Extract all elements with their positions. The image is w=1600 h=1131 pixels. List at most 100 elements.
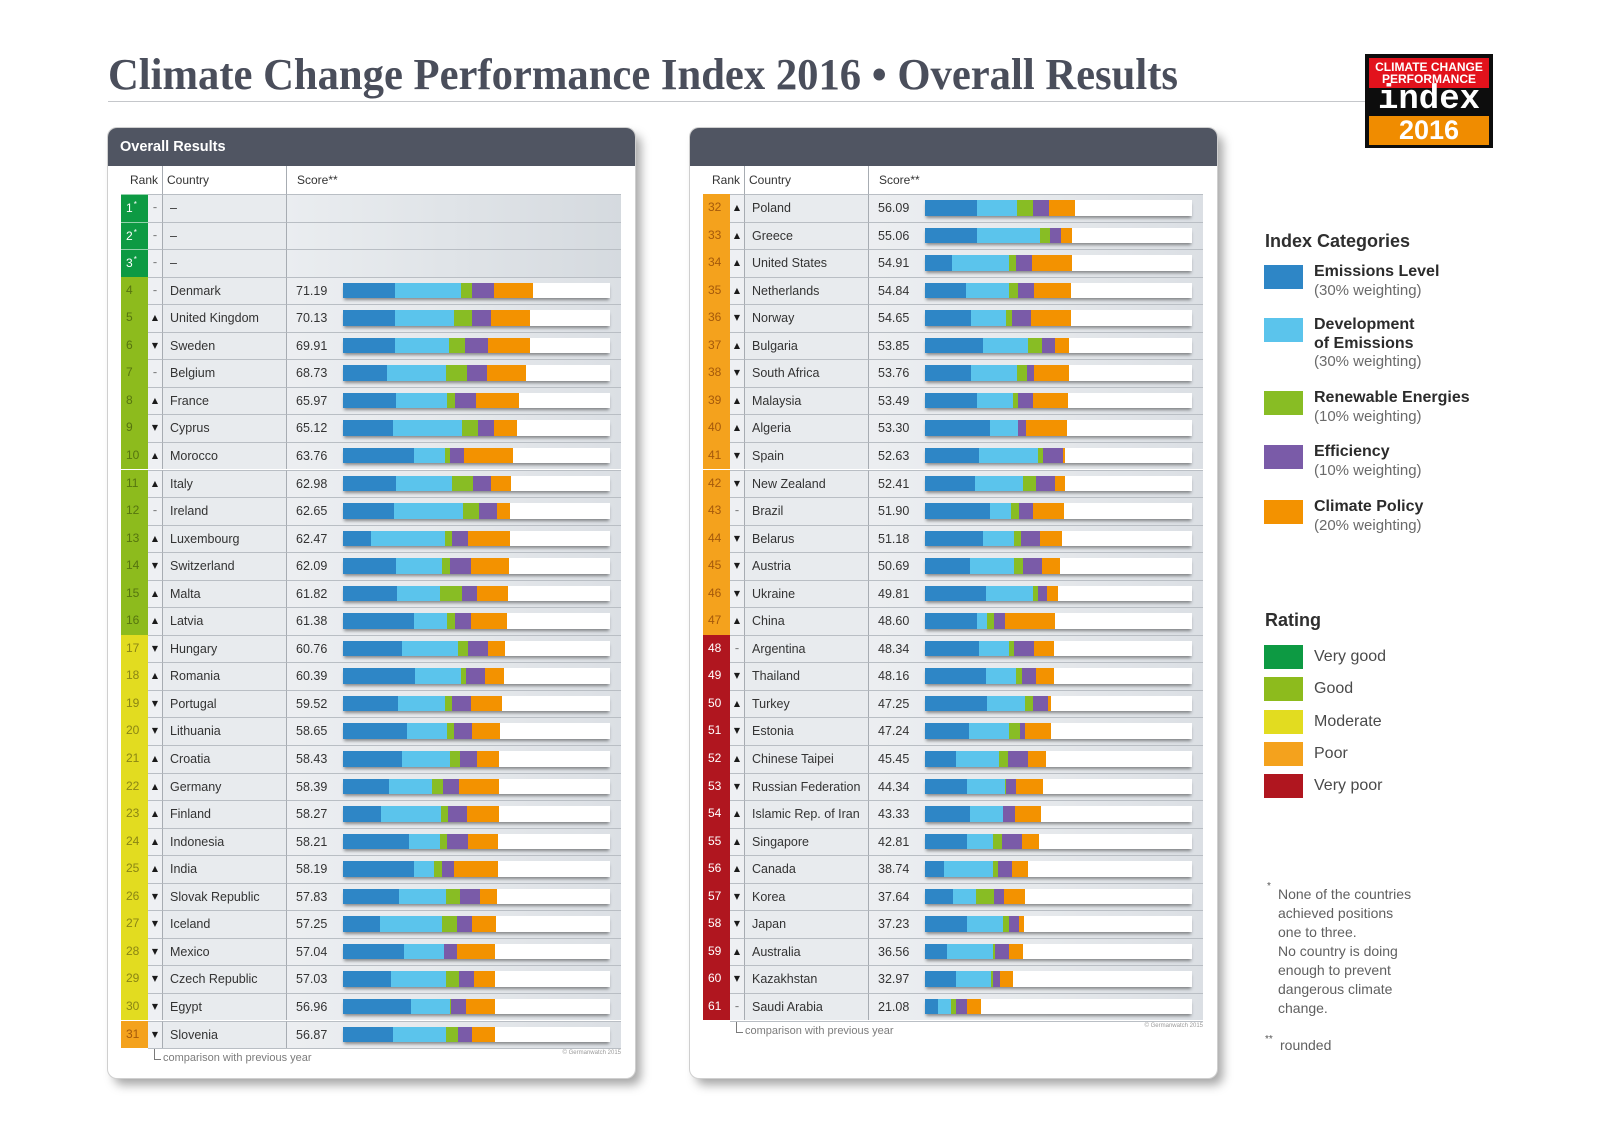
bar-segment-climate-policy — [453, 861, 499, 877]
score-bar — [925, 778, 1192, 795]
legend-item-development-of-emissions: Development of Emissions (30% weighting) — [1314, 316, 1422, 372]
bar-segment-renewable-energies — [460, 668, 466, 684]
rank-number: 30 — [126, 998, 140, 1013]
trend-up-icon: ▲ — [730, 194, 744, 222]
bar-segment-development-of-emissions — [977, 392, 1013, 409]
bar-segment-climate-policy — [1022, 833, 1040, 850]
score-value: 43.33 — [878, 807, 910, 822]
footnote-line: enough to prevent — [1278, 962, 1391, 978]
country-name: Mexico — [162, 937, 286, 966]
rank-badge: 27 — [121, 910, 148, 938]
bar-segment-efficiency — [467, 365, 487, 381]
rank-number: 34 — [708, 255, 722, 270]
bar-segment-development-of-emissions — [393, 503, 464, 519]
score-bar — [925, 337, 1192, 354]
bar-segment-development-of-emissions — [970, 558, 1015, 574]
bar-segment-climate-policy — [471, 916, 496, 932]
score-value: 60.76 — [296, 641, 328, 656]
score-bar — [925, 227, 1192, 244]
score-bar — [925, 365, 1192, 381]
table-row: 43– Brazil 51.90 — [690, 497, 1203, 525]
bar-segment-development-of-emissions — [982, 530, 1014, 547]
bar-segment-emissions-level — [343, 695, 398, 712]
rank-number: 42 — [708, 475, 722, 490]
legend-weighting: (10% weighting) — [1314, 461, 1422, 479]
score-cell: 37.23 — [868, 910, 1203, 938]
table-row: 50 ▲ Turkey 47.25 — [690, 689, 1203, 718]
rank-badge: 17 — [121, 634, 148, 663]
bar-segment-renewable-energies — [444, 695, 453, 712]
bar-segment-efficiency — [468, 640, 488, 657]
bar-segment-renewable-energies — [439, 833, 448, 850]
bar-segment-development-of-emissions — [396, 475, 453, 491]
rank-footnote-marker: * — [133, 227, 137, 237]
rank-badge: 53 — [703, 772, 730, 801]
score-cell: 58.27 — [286, 800, 621, 828]
legend-weighting: (30% weighting) — [1314, 353, 1422, 370]
bar-segment-efficiency — [992, 971, 1001, 987]
bar-segment-emissions-level — [925, 200, 977, 216]
comparison-note: comparison with previous year — [163, 1052, 312, 1065]
country-name: Turkey — [744, 689, 868, 718]
trend-down-icon: ▼ — [148, 965, 162, 993]
rank-number: 43 — [708, 503, 722, 518]
country-name: Portugal — [162, 689, 286, 718]
bar-segment-development-of-emissions — [986, 585, 1033, 602]
score-bar — [925, 668, 1192, 684]
rank-badge: 5 — [121, 304, 148, 332]
bar-segment-climate-policy — [490, 310, 531, 326]
table-row: 15 ▲ Malta 61.82 — [108, 579, 621, 608]
bar-segment-climate-policy — [467, 833, 499, 850]
trend-unchanged-icon: – — [148, 359, 162, 387]
rank-badge: 47 — [703, 607, 730, 635]
bar-segment-development-of-emissions — [381, 806, 441, 822]
country-name: Morocco — [162, 441, 286, 470]
rank-number: 54 — [708, 806, 722, 821]
score-cell: 57.04 — [286, 937, 621, 966]
country-name: Egypt — [162, 992, 286, 1021]
bar-segment-emissions-level — [925, 558, 971, 574]
bar-segment-renewable-energies — [433, 861, 442, 877]
score-value: 54.84 — [878, 283, 910, 298]
bar-segment-renewable-energies — [1040, 227, 1051, 244]
country-name: – — [162, 249, 286, 277]
score-value: 62.98 — [296, 476, 328, 491]
rank-number: 45 — [708, 558, 722, 573]
score-value: 68.73 — [296, 366, 328, 381]
country-name: Thailand — [744, 662, 868, 690]
score-cell: 54.65 — [868, 304, 1203, 332]
rank-number: 5 — [126, 310, 133, 325]
bar-segment-development-of-emissions — [976, 613, 987, 629]
rank-number: 20 — [126, 723, 140, 738]
bar-segment-efficiency — [459, 888, 481, 905]
trend-down-icon: ▼ — [148, 634, 162, 663]
rank-badge: 22 — [121, 772, 148, 801]
legend-label: Renewable Energies — [1314, 389, 1470, 406]
score-value: 21.08 — [878, 999, 910, 1014]
bar-segment-climate-policy — [1015, 806, 1041, 822]
rank-badge: 13 — [121, 524, 148, 553]
score-cell: 71.19 — [286, 276, 621, 305]
score-bar — [925, 998, 1192, 1015]
trend-unchanged-icon: – — [730, 497, 744, 525]
bar-segment-development-of-emissions — [976, 227, 1041, 244]
score-cell: 62.47 — [286, 524, 621, 553]
bar-segment-renewable-energies — [448, 337, 465, 354]
rank-badge: 7 — [121, 359, 148, 387]
trend-down-icon: ▼ — [148, 689, 162, 718]
score-value: 57.03 — [296, 972, 328, 987]
country-name: Spain — [744, 441, 868, 470]
rank-number: 31 — [126, 1026, 140, 1041]
country-name: China — [744, 607, 868, 635]
bar-segment-efficiency — [1050, 227, 1062, 244]
rank-number: 6 — [126, 337, 133, 352]
score-value: 37.23 — [878, 917, 910, 932]
bar-segment-efficiency — [1033, 695, 1048, 712]
country-name: South Africa — [744, 359, 868, 387]
score-cell: 58.39 — [286, 772, 621, 801]
score-bar — [343, 806, 610, 822]
copyright: © Germanwatch 2015 — [562, 1050, 621, 1057]
country-name: Belgium — [162, 359, 286, 387]
score-value: 42.81 — [878, 834, 910, 849]
score-bar — [925, 723, 1192, 739]
